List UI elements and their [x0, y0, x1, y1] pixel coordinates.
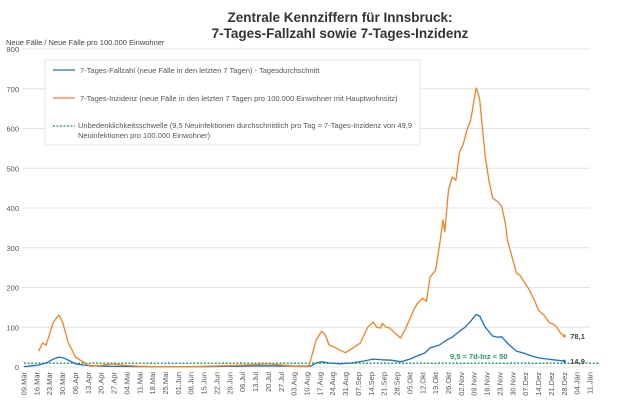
x-tick-label: 01.Jun — [174, 372, 183, 395]
x-tick-label: 04.Jän — [573, 372, 582, 395]
x-tick-label: 09.Mär — [20, 371, 29, 395]
y-tick-label: 400 — [6, 204, 19, 213]
x-tick-label: 16.Nov — [483, 372, 492, 396]
x-tick-label: 04.Mai — [122, 372, 131, 395]
x-tick-label: 20.Jul — [264, 372, 273, 392]
x-tick-label: 14.Sep — [367, 372, 376, 396]
x-tick-label: 30.Mär — [58, 371, 67, 395]
x-tick-label: 06.Jul — [238, 372, 247, 392]
x-tick-label: 18.Mai — [148, 372, 157, 395]
x-tick-label: 16.Mär — [32, 371, 41, 395]
x-tick-label: 07.Dez — [521, 372, 530, 396]
fallzahl-line — [23, 313, 565, 368]
fallzahl-end-marker — [562, 359, 566, 363]
x-tick-label: 07.Sep — [354, 372, 363, 396]
legend-label-threshold: Unbedenklichkeitsschwelle (9,5 Neuinfekt… — [78, 121, 412, 130]
x-tick-label: 19.Okt — [431, 371, 440, 394]
x-tick-label: 31.Aug — [341, 372, 350, 396]
chart-title-line2: 7-Tages-Fallzahl sowie 7-Tages-Inzidenz — [212, 26, 469, 41]
x-tick-label: 27.Jul — [277, 372, 286, 392]
legend-box — [44, 59, 421, 146]
legend-label-threshold-line2: Neuinfektionen pro 100.000 Einwohner) — [78, 131, 211, 140]
x-tick-label: 05.Okt — [405, 371, 414, 394]
series-lines — [23, 87, 600, 368]
x-tick-label: 14.Dez — [534, 372, 543, 396]
y-axis-title: Neue Fälle / Neue Fälle pro 100.000 Einw… — [6, 38, 165, 47]
x-tick-label: 28.Dez — [560, 372, 569, 396]
x-tick-label: 28.Sep — [393, 372, 402, 396]
end-label-inzidenz: 78,1 — [570, 332, 585, 341]
x-tick-label: 24.Aug — [328, 372, 337, 396]
legend: 7-Tages-Fallzahl (neue Fälle in den letz… — [44, 59, 421, 146]
x-tick-label: 21.Dez — [547, 372, 556, 396]
x-tick-label: 30.Nov — [508, 372, 517, 396]
x-tick-label: 02.Nov — [457, 372, 466, 396]
x-tick-label: 11.Jän — [586, 372, 595, 394]
y-tick-label: 700 — [6, 85, 19, 94]
x-tick-label: 08.Jun — [187, 372, 196, 395]
x-tick-label: 29.Jun — [225, 372, 234, 395]
x-tick-label: 12.Okt — [418, 371, 427, 394]
chart-title-line1: Zentrale Kennziffern für Innsbruck: — [227, 10, 452, 25]
y-tick-label: 300 — [6, 244, 19, 253]
x-tick-label: 13.Apr — [84, 372, 93, 395]
inzidenz-line — [38, 87, 565, 368]
y-tick-labels: 0 100 200 300 400 500 600 700 800 — [6, 45, 19, 372]
y-tick-label: 100 — [6, 323, 19, 332]
x-tick-labels: 09.Mär 16.Mär 23.Mär 30.Mär 06.Apr 13.Apr 20.A… — [20, 371, 595, 396]
x-tick-label: 25.Mai — [161, 372, 170, 395]
x-tick-label: 20.Apr — [97, 372, 106, 395]
x-tick-label: 22.Jun — [212, 372, 221, 395]
x-tick-label: 11.Mai — [135, 372, 144, 394]
end-label-fallzahl: 14,9 — [570, 357, 585, 366]
y-tick-label: 200 — [6, 284, 19, 293]
legend-label-inzidenz: 7-Tages-Inzidenz (neue Fälle in den letz… — [80, 94, 398, 103]
x-tick-label: 23.Nov — [495, 372, 504, 396]
y-tick-label: 500 — [6, 164, 19, 173]
x-tick-label: 23.Mär — [45, 371, 54, 395]
x-tick-label: 13.Jul — [251, 372, 260, 392]
x-tick-label: 03.Aug — [290, 372, 299, 396]
x-tick-label: 06.Apr — [71, 372, 80, 395]
x-tick-label: 15.Jun — [200, 372, 209, 395]
x-tick-label: 26.Okt — [444, 371, 453, 394]
x-tick-label: 10.Aug — [303, 372, 312, 396]
y-tick-label: 0 — [15, 363, 19, 372]
x-tick-label: 17.Aug — [315, 372, 324, 396]
x-tick-label: 21.Sep — [380, 372, 389, 396]
x-tick-label: 27.Apr — [110, 372, 119, 395]
legend-label-fallzahl: 7-Tages-Fallzahl (neue Fälle in den letz… — [80, 66, 320, 75]
y-tick-label: 600 — [6, 125, 19, 134]
inzidenz-end-marker — [562, 334, 566, 338]
y-tick-label: 800 — [6, 45, 19, 54]
x-tick-label: 09.Nov — [470, 372, 479, 396]
threshold-annotation: 9,5 = 7d-Inz < 50 — [450, 352, 508, 361]
